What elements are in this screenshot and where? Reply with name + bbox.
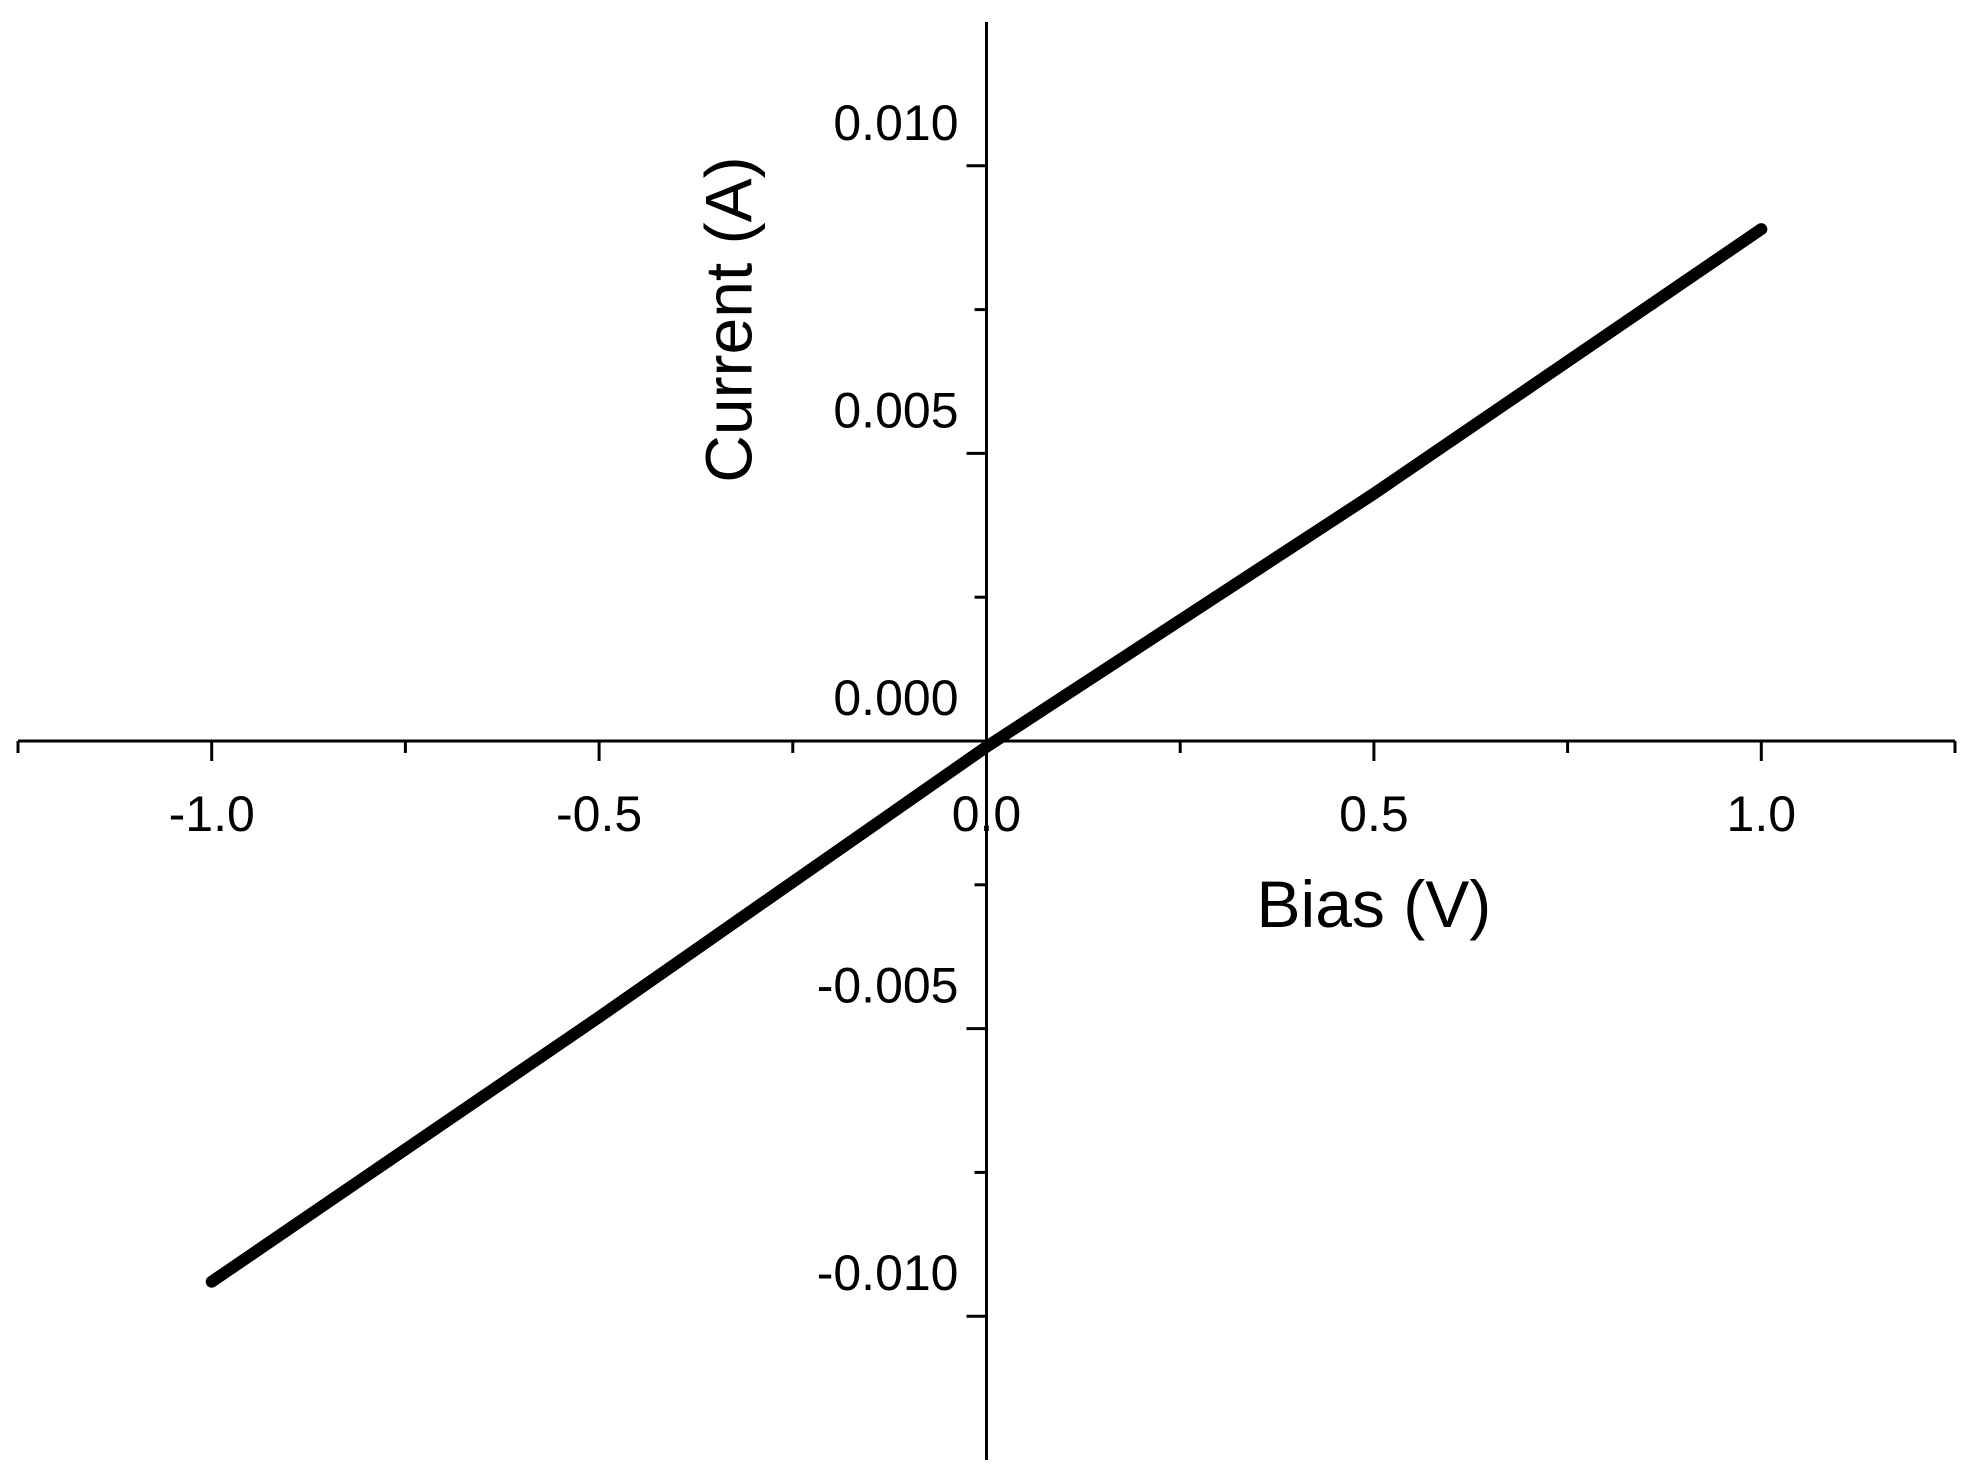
y-axis-label: Current (A) [692, 156, 766, 482]
series-layer [205, 223, 1768, 1288]
x-tick-label: 0.0 [952, 786, 1022, 842]
ticks-layer: -1.0 -0.5 0.0 0.5 1.0 -0.010 -0.005 0.000 0.005 0… [16, 95, 1957, 1318]
y-tick-label: 0.005 [833, 382, 958, 438]
series-line [205, 223, 1768, 1288]
y-tick-label: 0.010 [833, 95, 958, 151]
y-tick-label: 0.000 [833, 670, 958, 726]
x-axis-label: Bias (V) [1257, 867, 1492, 941]
x-tick-label: 1.0 [1727, 786, 1797, 842]
y-tick-label: -0.010 [817, 1245, 959, 1301]
x-tick-label: -0.5 [556, 786, 642, 842]
y-tick-label: -0.005 [817, 958, 959, 1014]
x-tick-label: -1.0 [169, 786, 255, 842]
x-tick-label: 0.5 [1339, 786, 1409, 842]
